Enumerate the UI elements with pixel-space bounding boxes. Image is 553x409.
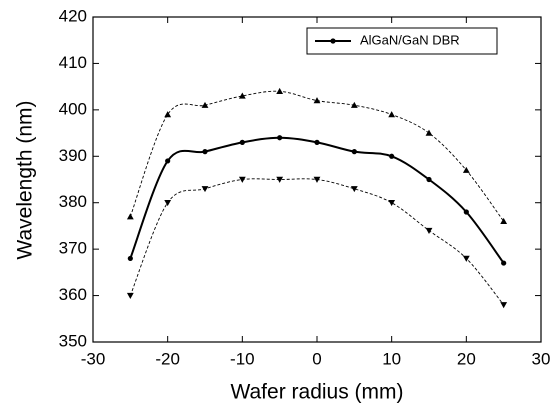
x-tick-label: -10: [230, 349, 255, 368]
data-point: [426, 176, 432, 183]
data-point: [314, 139, 320, 145]
data-point: [388, 111, 396, 118]
x-tick-label: -20: [155, 349, 180, 368]
series-line: [129, 136, 505, 264]
series-line: [129, 178, 505, 306]
x-axis-title: Wafer radius (mm): [230, 381, 403, 404]
y-tick-label: 400: [59, 99, 87, 118]
data-point: [351, 149, 357, 155]
data-point: [164, 111, 172, 118]
data-point: [126, 292, 134, 299]
data-point: [277, 135, 283, 141]
y-tick-label: 390: [59, 146, 87, 165]
data-point: [276, 176, 284, 183]
legend-label: AlGaN/GaN DBR: [360, 32, 460, 47]
data-point: [239, 139, 245, 145]
data-point: [165, 158, 171, 164]
x-tick-label: 20: [457, 349, 476, 368]
data-point: [462, 255, 470, 262]
y-tick-label: 380: [59, 192, 87, 211]
data-point: [388, 199, 396, 207]
x-tick-label: -30: [81, 349, 106, 368]
data-point: [313, 97, 321, 104]
data-point: [501, 260, 507, 266]
legend-marker: [330, 38, 336, 44]
data-point: [127, 255, 133, 262]
y-tick-label: 410: [59, 53, 87, 72]
data-point: [238, 92, 246, 99]
x-tick-label: 10: [382, 349, 401, 368]
data-point: [389, 153, 395, 159]
data-point: [276, 87, 284, 95]
data-point: [202, 149, 208, 155]
series-line: [129, 90, 505, 222]
data-point: [462, 166, 470, 173]
x-tick-label: 0: [312, 349, 321, 368]
y-tick-label: 350: [59, 331, 87, 350]
data-point: [238, 176, 246, 183]
data-point: [350, 186, 358, 193]
data-point: [201, 186, 209, 193]
data-point: [463, 209, 469, 215]
data-point: [164, 199, 172, 207]
y-axis-title: Wavelength (nm): [14, 100, 37, 259]
x-tick-label: 30: [532, 349, 551, 368]
data-point: [425, 129, 433, 136]
data-point: [500, 302, 508, 309]
y-tick-label: 360: [59, 285, 87, 304]
data-point: [500, 217, 508, 225]
data-point: [425, 227, 433, 234]
data-point: [126, 213, 134, 220]
y-tick-label: 370: [59, 239, 87, 258]
data-point: [350, 101, 358, 108]
data-point: [313, 176, 321, 183]
data-point: [201, 101, 209, 108]
y-tick-label: 420: [59, 6, 87, 25]
